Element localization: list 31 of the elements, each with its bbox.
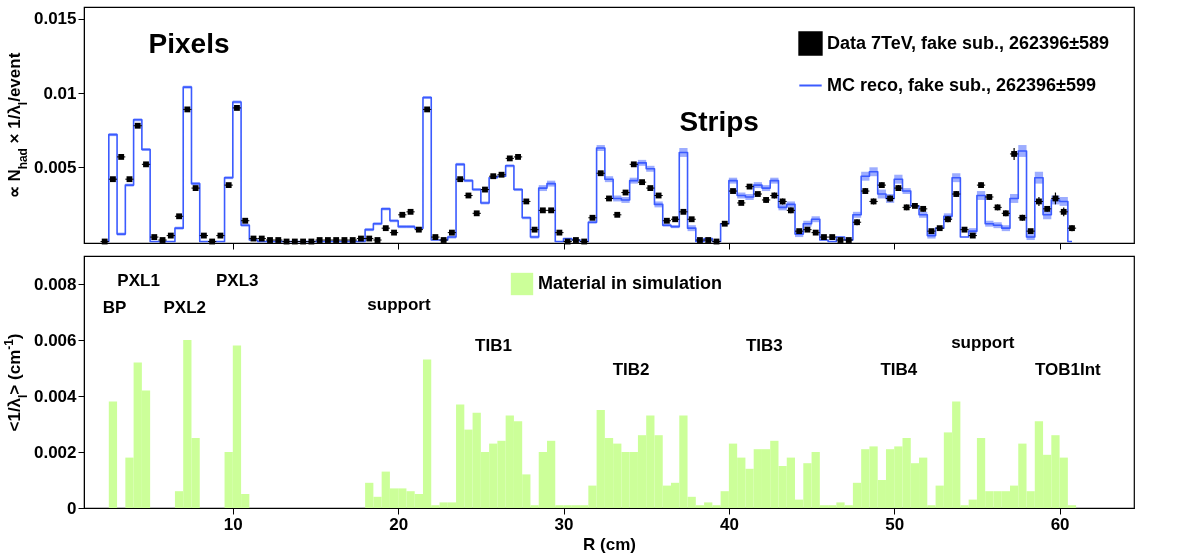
annotation: TOB1Int (1034, 359, 1102, 379)
y-tick-label: 0.006 (33, 330, 77, 350)
annotation: TIB3 (745, 335, 783, 355)
annotation: PXL2 (163, 297, 207, 317)
x-axis-title: R (cm) (583, 534, 636, 554)
annotation: support (367, 294, 431, 314)
x-tick-label: 40 (719, 514, 739, 534)
annotation: support (951, 332, 1015, 352)
y-tick-label: 0.01 (43, 83, 77, 103)
annotation: TIB2 (612, 359, 650, 379)
annotation: BP (102, 297, 127, 317)
annotation: Strips (679, 105, 759, 137)
y-tick-label: 0.002 (33, 442, 77, 462)
annotation: TIB1 (475, 335, 512, 355)
x-tick-label: 30 (554, 514, 574, 534)
annotation: Pixels (148, 27, 230, 59)
legend-label: Material in simulation (538, 273, 723, 293)
legend-label: Data 7TeV, fake sub., 262396±589 (827, 32, 1110, 53)
annotation: TIB4 (880, 359, 918, 379)
y-tick-label: 0.005 (33, 157, 77, 177)
annotation: PXL1 (117, 271, 160, 291)
y-tick-label: 0.015 (33, 9, 77, 29)
x-tick-label: 10 (223, 514, 243, 534)
y-tick-label: 0.004 (33, 386, 78, 406)
x-tick-label: 60 (1050, 514, 1070, 534)
annotation: PXL3 (216, 271, 259, 291)
x-tick-label: 50 (885, 514, 905, 534)
x-tick-label: 20 (389, 514, 409, 534)
y-tick-label: 0 (67, 498, 77, 518)
y-tick-label: 0.008 (33, 274, 77, 294)
legend-label: MC reco, fake sub., 262396±599 (827, 74, 1097, 95)
